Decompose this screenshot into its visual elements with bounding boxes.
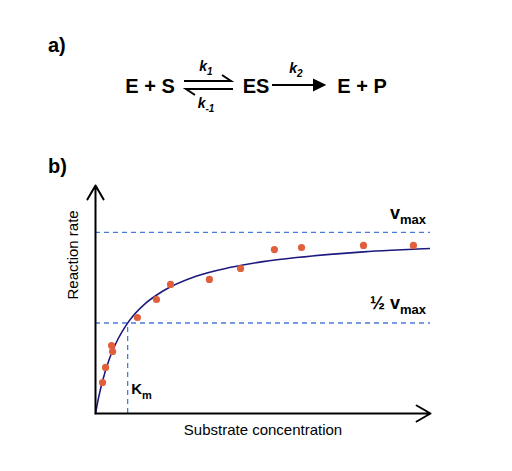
svg-text:E + S: E + S — [125, 75, 174, 97]
svg-text:Substrate concentration: Substrate concentration — [184, 421, 342, 438]
svg-text:vmax: vmax — [390, 203, 427, 227]
svg-text:Km: Km — [131, 380, 152, 401]
svg-text:k-1: k-1 — [198, 95, 215, 114]
svg-text:Reaction rate: Reaction rate — [64, 210, 81, 299]
svg-text:½ vmax: ½ vmax — [370, 293, 427, 317]
svg-text:E + P: E + P — [337, 75, 386, 97]
svg-text:k1: k1 — [199, 58, 213, 77]
svg-text:a): a) — [48, 34, 66, 56]
svg-text:b): b) — [48, 155, 67, 177]
svg-text:k2: k2 — [289, 60, 303, 79]
svg-text:ES: ES — [243, 75, 270, 97]
